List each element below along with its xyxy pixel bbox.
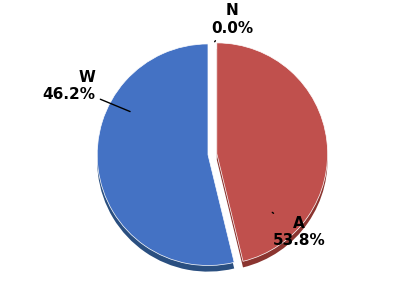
Wedge shape: [97, 50, 234, 272]
Wedge shape: [97, 44, 234, 266]
Text: W
46.2%: W 46.2%: [42, 70, 130, 112]
Text: A
53.8%: A 53.8%: [272, 212, 325, 248]
Wedge shape: [217, 49, 327, 267]
Wedge shape: [217, 43, 327, 261]
Text: N
0.0%: N 0.0%: [211, 3, 253, 42]
